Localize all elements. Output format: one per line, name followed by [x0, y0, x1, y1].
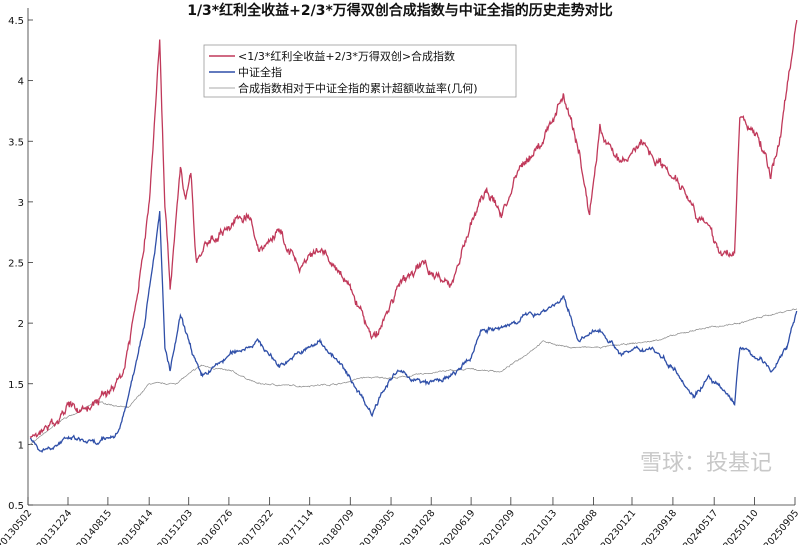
x-tick-label: 20191028 [398, 508, 438, 545]
legend-label-composite: <1/3*红利全收益+2/3*万得双创>合成指数 [238, 49, 455, 63]
x-tick-label: 20151203 [156, 508, 196, 545]
y-tick-label: 4.5 [8, 16, 24, 27]
composite-index-line [29, 19, 798, 439]
y-tick-label: 3 [18, 198, 24, 209]
x-tick-label: 20200619 [438, 508, 478, 545]
x-tick-label: 20220608 [560, 508, 600, 545]
y-tick-label: 0.5 [8, 501, 24, 512]
x-tick-label: 20130502 [0, 508, 34, 545]
csi-all-index-line [29, 211, 798, 454]
x-tick-label: 20250110 [721, 508, 761, 545]
chart-title: 1/3*红利全收益+2/3*万得双创合成指数与中证全指的历史走势对比 [187, 2, 613, 19]
x-tick-label: 20150414 [116, 508, 156, 545]
watermark: 雪球：投基记 [640, 451, 772, 476]
legend-label-excess: 合成指数相对于中证全指的累计超额收益率(几何) [238, 81, 478, 95]
y-tick-label: 1.5 [8, 380, 24, 391]
x-tick-label: 20240517 [681, 508, 721, 545]
series-lines [29, 19, 798, 454]
excess-return-line [30, 308, 797, 445]
x-tick-label: 20211013 [520, 508, 560, 545]
x-tick-label: 20210209 [478, 508, 518, 545]
x-tick-label: 20230918 [640, 508, 680, 545]
legend-label-csi-all: 中证全指 [238, 65, 282, 79]
y-tick-label: 2 [18, 319, 24, 330]
legend-box [203, 44, 517, 98]
x-tick-label: 20140815 [75, 508, 115, 545]
x-tick-label: 20250905 [762, 508, 800, 545]
x-tick-label: 20190305 [358, 508, 398, 545]
y-tick-label: 4 [18, 77, 24, 88]
x-tick-label: 20230121 [599, 508, 639, 545]
x-tick-label: 20160726 [196, 508, 236, 545]
legend: <1/3*红利全收益+2/3*万得双创>合成指数 中证全指 合成指数相对于中证全… [203, 44, 517, 98]
x-tick-label: 20170322 [236, 508, 276, 545]
x-tick-label: 20180709 [317, 508, 357, 545]
x-tick-label: 20171114 [276, 508, 316, 545]
x-tick-label: 20131224 [35, 508, 75, 545]
y-tick-label: 2.5 [8, 259, 24, 270]
y-tick-label: 1 [18, 440, 24, 451]
y-tick-label: 3.5 [8, 137, 24, 148]
